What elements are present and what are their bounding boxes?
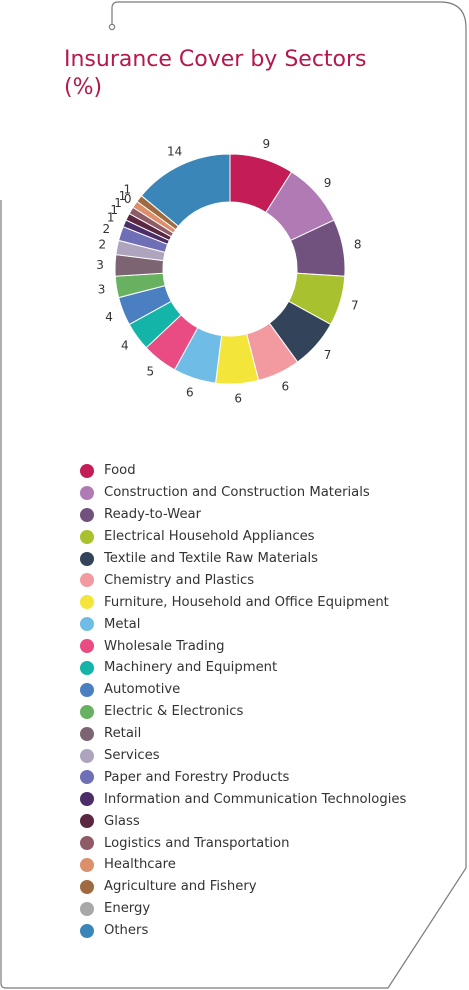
data-label-ready-to-wear: 8: [354, 238, 362, 252]
legend-label: Ready-to-Wear: [104, 507, 202, 523]
legend-item-food: Food: [80, 460, 406, 482]
legend-label: Services: [104, 748, 160, 764]
legend-label: Others: [104, 923, 149, 939]
data-label-chemistry-and-plastics: 6: [282, 380, 290, 394]
data-label-energy: 0: [124, 192, 132, 206]
legend-swatch: [80, 529, 94, 544]
data-label-agriculture-and-fishery: 1: [123, 182, 131, 196]
data-label-machinery-and-equipment: 4: [121, 338, 129, 352]
legend-label: Furniture, Household and Office Equipmen…: [104, 594, 389, 610]
legend-label: Machinery and Equipment: [104, 660, 278, 676]
data-label-electric-electronics: 3: [98, 282, 106, 296]
legend-item-others: Others: [80, 920, 406, 942]
data-label-wholesale-trading: 5: [147, 365, 155, 379]
chart-title: Insurance Cover by Sectors (%): [64, 46, 367, 102]
legend-item-glass: Glass: [80, 810, 406, 832]
legend-label: Retail: [104, 726, 142, 742]
legend-item-electric-electronics: Electric & Electronics: [80, 701, 406, 723]
legend-label: Metal: [104, 616, 141, 632]
legend-label: Healthcare: [104, 857, 176, 873]
legend-swatch: [80, 485, 94, 500]
legend-item-automotive: Automotive: [80, 679, 406, 701]
legend-label: Automotive: [104, 682, 181, 698]
data-label-metal: 6: [186, 386, 194, 400]
legend-item-machinery-and-equipment: Machinery and Equipment: [80, 657, 406, 679]
data-label-information-and-communication-technologies: 1: [107, 210, 115, 224]
legend-item-electrical-household-appliances: Electrical Household Appliances: [80, 526, 406, 548]
legend-item-healthcare: Healthcare: [80, 854, 406, 876]
legend-swatch: [80, 617, 94, 632]
legend-label: Paper and Forestry Products: [104, 769, 290, 785]
legend-swatch: [80, 792, 94, 807]
legend-swatch: [80, 660, 94, 675]
data-label-logistics-and-transportation: 1: [114, 196, 122, 210]
legend-label: Chemistry and Plastics: [104, 572, 255, 588]
data-label-electrical-household-appliances: 7: [351, 298, 359, 312]
legend-swatch: [80, 879, 94, 894]
legend-swatch: [80, 551, 94, 566]
data-label-food: 9: [262, 137, 270, 151]
legend-swatch: [80, 639, 94, 654]
legend-swatch: [80, 726, 94, 741]
legend-swatch: [80, 770, 94, 785]
legend-swatch: [80, 704, 94, 719]
legend-item-textile-and-textile-raw-materials: Textile and Textile Raw Materials: [80, 548, 406, 570]
legend-swatch: [80, 748, 94, 763]
legend-item-furniture-household-and-office-equipment: Furniture, Household and Office Equipmen…: [80, 591, 406, 613]
data-label-paper-and-forestry-products: 2: [103, 222, 111, 236]
data-label-automotive: 4: [105, 310, 113, 324]
legend-swatch: [80, 857, 94, 872]
legend-label: Food: [104, 463, 136, 479]
legend-label: Wholesale Trading: [104, 638, 225, 654]
legend-label: Logistics and Transportation: [104, 835, 290, 851]
legend-swatch: [80, 901, 94, 916]
data-label-construction-and-construction-materials: 9: [324, 176, 332, 190]
legend-label: Information and Communication Technologi…: [104, 791, 407, 807]
legend-item-wholesale-trading: Wholesale Trading: [80, 635, 406, 657]
legend-swatch: [80, 923, 94, 938]
legend-item-retail: Retail: [80, 723, 406, 745]
data-label-healthcare: 1: [119, 189, 127, 203]
legend-item-construction-and-construction-materials: Construction and Construction Materials: [80, 482, 406, 504]
chart-title-line1: Insurance Cover by Sectors: [64, 47, 367, 72]
legend-label: Glass: [104, 813, 140, 829]
legend-label: Textile and Textile Raw Materials: [104, 551, 318, 566]
legend-swatch: [80, 682, 94, 697]
legend-item-ready-to-wear: Ready-to-Wear: [80, 504, 406, 526]
legend-swatch: [80, 463, 94, 478]
legend-swatch: [80, 595, 94, 610]
legend-swatch: [80, 836, 94, 851]
slice-others: [140, 153, 231, 227]
legend-label: Agriculture and Fishery: [104, 879, 257, 895]
data-label-textile-and-textile-raw-materials: 7: [324, 348, 332, 362]
legend-swatch: [80, 507, 94, 522]
legend-item-services: Services: [80, 745, 406, 767]
data-label-furniture-household-and-office-equipment: 6: [234, 392, 242, 406]
chart-title-line2: (%): [64, 75, 103, 100]
legend-item-metal: Metal: [80, 613, 406, 635]
legend-label: Electric & Electronics: [104, 704, 244, 720]
data-label-retail: 3: [96, 258, 104, 272]
data-label-services: 2: [98, 238, 106, 252]
legend-item-paper-and-forestry-products: Paper and Forestry Products: [80, 766, 406, 788]
legend-swatch: [80, 814, 94, 829]
legend-item-information-and-communication-technologies: Information and Communication Technologi…: [80, 788, 406, 810]
legend-swatch: [80, 573, 94, 588]
chart-legend: Food Construction and Construction Materi…: [80, 460, 406, 942]
legend-item-logistics-and-transportation: Logistics and Transportation: [80, 832, 406, 854]
legend-label: Construction and Construction Materials: [104, 485, 370, 501]
legend-item-energy: Energy: [80, 898, 406, 920]
data-label-others: 14: [167, 144, 182, 158]
legend-label: Energy: [104, 901, 151, 917]
legend-label: Electrical Household Appliances: [104, 529, 315, 545]
legend-item-chemistry-and-plastics: Chemistry and Plastics: [80, 569, 406, 591]
legend-item-agriculture-and-fishery: Agriculture and Fishery: [80, 876, 406, 898]
data-label-glass: 1: [110, 203, 118, 217]
